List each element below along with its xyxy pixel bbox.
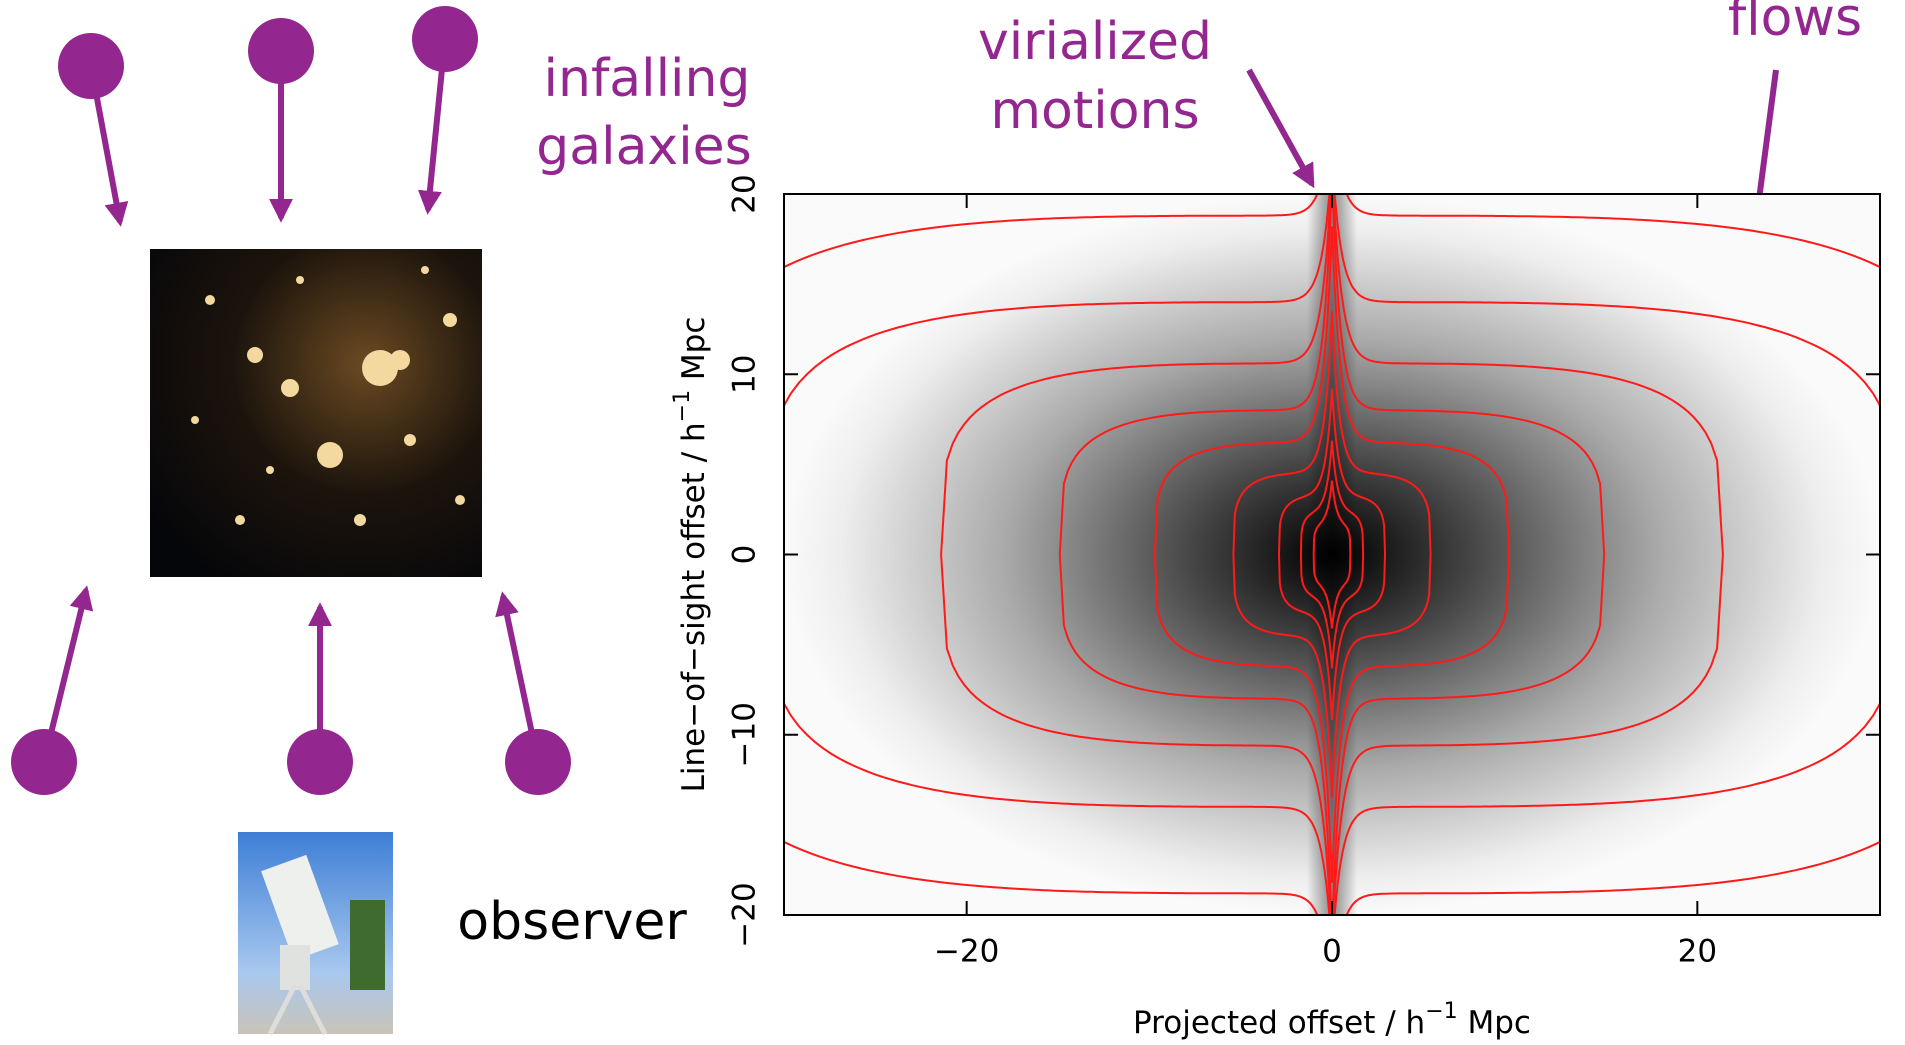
x-tick-label: −20 (934, 934, 999, 970)
telescope-image (238, 832, 393, 1034)
plot: −20 0 20 −20 −10 0 10 20 Projected offset / h−1 … (670, 108, 1905, 1041)
slide: infalling galaxies virialized motions fl… (0, 0, 1905, 1045)
x-tick-label: 20 (1678, 934, 1717, 970)
cluster-image (150, 249, 482, 577)
x-tick-label: 0 (1322, 934, 1342, 970)
y-tick-label: 20 (727, 174, 763, 213)
y-tick-label: 10 (727, 355, 763, 394)
y-tick-label: −20 (727, 882, 763, 947)
annotation: flows (1728, 0, 1862, 48)
annotation: infalling (544, 49, 751, 109)
page: infalling galaxies virialized motions fl… (0, 0, 1905, 1045)
density-map (674, 108, 1905, 1002)
annotation: motions (990, 81, 1199, 141)
y-tick-label: −10 (727, 702, 763, 767)
xlabel-label: Projected offset / h−1 Mpc (1133, 999, 1531, 1041)
annotation: galaxies (536, 117, 752, 177)
y-tick-label: 0 (727, 545, 763, 565)
annotation: virialized (978, 12, 1212, 72)
ylabel-label: Line−of−sight offset / h−1 Mpc (670, 317, 712, 793)
observer-label: observer (457, 892, 687, 952)
